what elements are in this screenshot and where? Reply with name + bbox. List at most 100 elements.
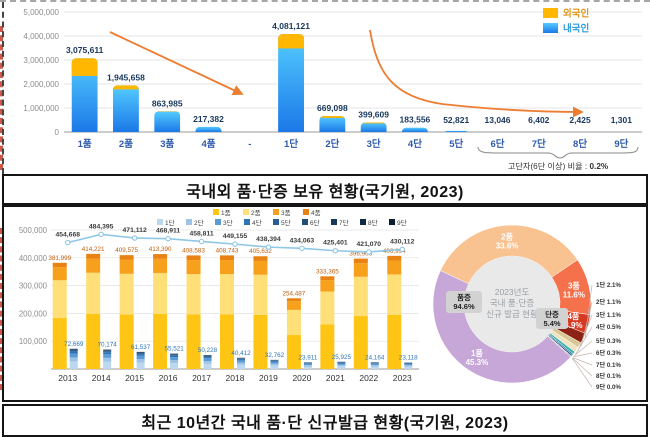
svg-text:3단: 3단	[223, 218, 233, 227]
holdings-bar-chart: 01,000,0002,000,0003,000,0004,000,0005,0…	[4, 2, 650, 172]
svg-text:430,112: 430,112	[390, 238, 414, 245]
svg-text:300,000: 300,000	[19, 282, 48, 291]
svg-text:23,911: 23,911	[299, 354, 318, 361]
svg-text:3품: 3품	[160, 139, 174, 150]
svg-text:4단: 4단	[408, 138, 422, 150]
bar-1단	[278, 34, 304, 132]
svg-text:425,401: 425,401	[323, 240, 348, 247]
svg-text:500,000: 500,000	[19, 226, 48, 235]
svg-text:2013: 2013	[58, 373, 77, 383]
svg-text:4,000,000: 4,000,000	[23, 32, 59, 41]
holdings-chart-title-text: 국내외 품·단증 보유 현황(국기원, 2023)	[186, 178, 464, 202]
bar-2단	[319, 116, 345, 132]
svg-text:3,000,000: 3,000,000	[23, 56, 59, 65]
svg-text:4,081,121: 4,081,121	[272, 21, 310, 31]
bar-1품	[72, 58, 98, 132]
svg-text:0: 0	[55, 128, 60, 137]
svg-text:1,301: 1,301	[611, 115, 633, 125]
svg-text:2017: 2017	[192, 373, 211, 383]
svg-text:2015: 2015	[125, 373, 144, 383]
bar-3단	[361, 122, 387, 132]
svg-text:2,425: 2,425	[569, 115, 591, 125]
svg-text:6단: 6단	[490, 138, 504, 150]
svg-text:4단 0.5%: 4단 0.5%	[596, 323, 621, 331]
issuance-bar-line-chart: 100,000200,000300,000400,000500,00020133…	[5, 208, 423, 399]
svg-text:400,000: 400,000	[19, 254, 48, 263]
svg-text:408,743: 408,743	[216, 247, 239, 254]
issuance-chart-title: 최근 10년간 국내 품·단 신규발급 현황(국기원, 2023)	[2, 404, 648, 437]
svg-text:5.4%: 5.4%	[543, 319, 560, 328]
svg-text:70,174: 70,174	[98, 341, 118, 348]
svg-text:1단 2.1%: 1단 2.1%	[596, 281, 621, 289]
svg-text:669,098: 669,098	[317, 103, 348, 113]
issuance-chart-title-text: 최근 10년간 국내 품·단 신규발급 현황(국기원, 2023)	[141, 409, 508, 433]
svg-text:454,668: 454,668	[55, 232, 80, 239]
svg-text:3품: 3품	[568, 282, 580, 291]
dan-bar-2022	[371, 362, 379, 369]
svg-text:2품: 2품	[501, 233, 513, 242]
svg-text:438,394: 438,394	[256, 236, 281, 243]
bar-5단	[443, 131, 469, 132]
svg-text:25,925: 25,925	[332, 354, 352, 361]
svg-text:9단: 9단	[614, 138, 628, 150]
svg-text:8단 0.1%: 8단 0.1%	[596, 372, 621, 380]
svg-text:2,000,000: 2,000,000	[23, 80, 59, 89]
svg-text:484,395: 484,395	[89, 223, 114, 230]
svg-text:3,075,611: 3,075,611	[66, 45, 104, 55]
svg-text:8단: 8단	[368, 218, 378, 227]
dan-bar-2015	[137, 352, 145, 369]
svg-text:4단: 4단	[252, 218, 262, 227]
svg-text:2014: 2014	[92, 373, 111, 383]
dan-bar-2016	[170, 354, 178, 369]
svg-text:32,762: 32,762	[265, 352, 285, 359]
poom-trend-arrow	[110, 32, 242, 94]
svg-text:8단: 8단	[573, 138, 587, 150]
svg-text:100,000: 100,000	[19, 337, 48, 346]
svg-text:13,046: 13,046	[485, 115, 511, 125]
dan-bar-2020	[304, 362, 312, 369]
svg-text:단증: 단증	[545, 309, 559, 319]
dan-bar-2017	[204, 355, 212, 369]
svg-text:1품: 1품	[221, 209, 231, 217]
svg-text:3품: 3품	[281, 209, 291, 217]
svg-text:458,811: 458,811	[189, 230, 213, 237]
svg-text:1,000,000: 1,000,000	[23, 104, 59, 113]
dan-trend-arrow	[370, 30, 582, 112]
svg-text:254,487: 254,487	[283, 290, 306, 297]
svg-text:399,609: 399,609	[358, 109, 389, 119]
svg-text:9단: 9단	[397, 218, 407, 227]
svg-text:72,669: 72,669	[64, 341, 84, 348]
svg-text:409,575: 409,575	[115, 247, 138, 254]
svg-text:413,390: 413,390	[149, 246, 172, 253]
high-dan-note: 고단자(6단 이상) 비율 : 0.2%	[508, 161, 609, 171]
svg-text:4품: 4품	[201, 139, 215, 150]
dan-bar-2013	[70, 349, 78, 369]
svg-text:1단: 1단	[165, 218, 175, 227]
svg-text:2단 1.1%: 2단 1.1%	[596, 298, 621, 306]
svg-text:11.6%: 11.6%	[563, 291, 585, 300]
svg-text:183,556: 183,556	[400, 115, 431, 125]
holdings-chart-title: 국내외 품·단증 보유 현황(국기원, 2023)	[2, 174, 648, 205]
svg-text:1품: 1품	[471, 349, 483, 358]
svg-text:2023년도: 2023년도	[495, 287, 530, 297]
svg-text:33.6%: 33.6%	[496, 242, 519, 251]
svg-text:333,365: 333,365	[316, 268, 339, 275]
svg-text:2019: 2019	[259, 373, 278, 383]
svg-text:2품: 2품	[119, 139, 133, 150]
poom-bar-2014	[86, 254, 100, 369]
poom-bar-2015	[120, 255, 134, 369]
svg-text:414,221: 414,221	[82, 246, 105, 253]
svg-text:2022: 2022	[359, 373, 378, 383]
svg-text:1품: 1품	[78, 139, 92, 150]
svg-text:434,063: 434,063	[290, 237, 315, 244]
svg-text:2018: 2018	[226, 373, 245, 383]
poom-bar-2013	[53, 263, 67, 369]
svg-text:471,112: 471,112	[123, 227, 147, 234]
svg-text:449,155: 449,155	[223, 233, 248, 240]
svg-text:외국인: 외국인	[563, 8, 589, 20]
svg-text:-: -	[248, 139, 251, 150]
svg-text:6단 0.3%: 6단 0.3%	[596, 349, 621, 357]
